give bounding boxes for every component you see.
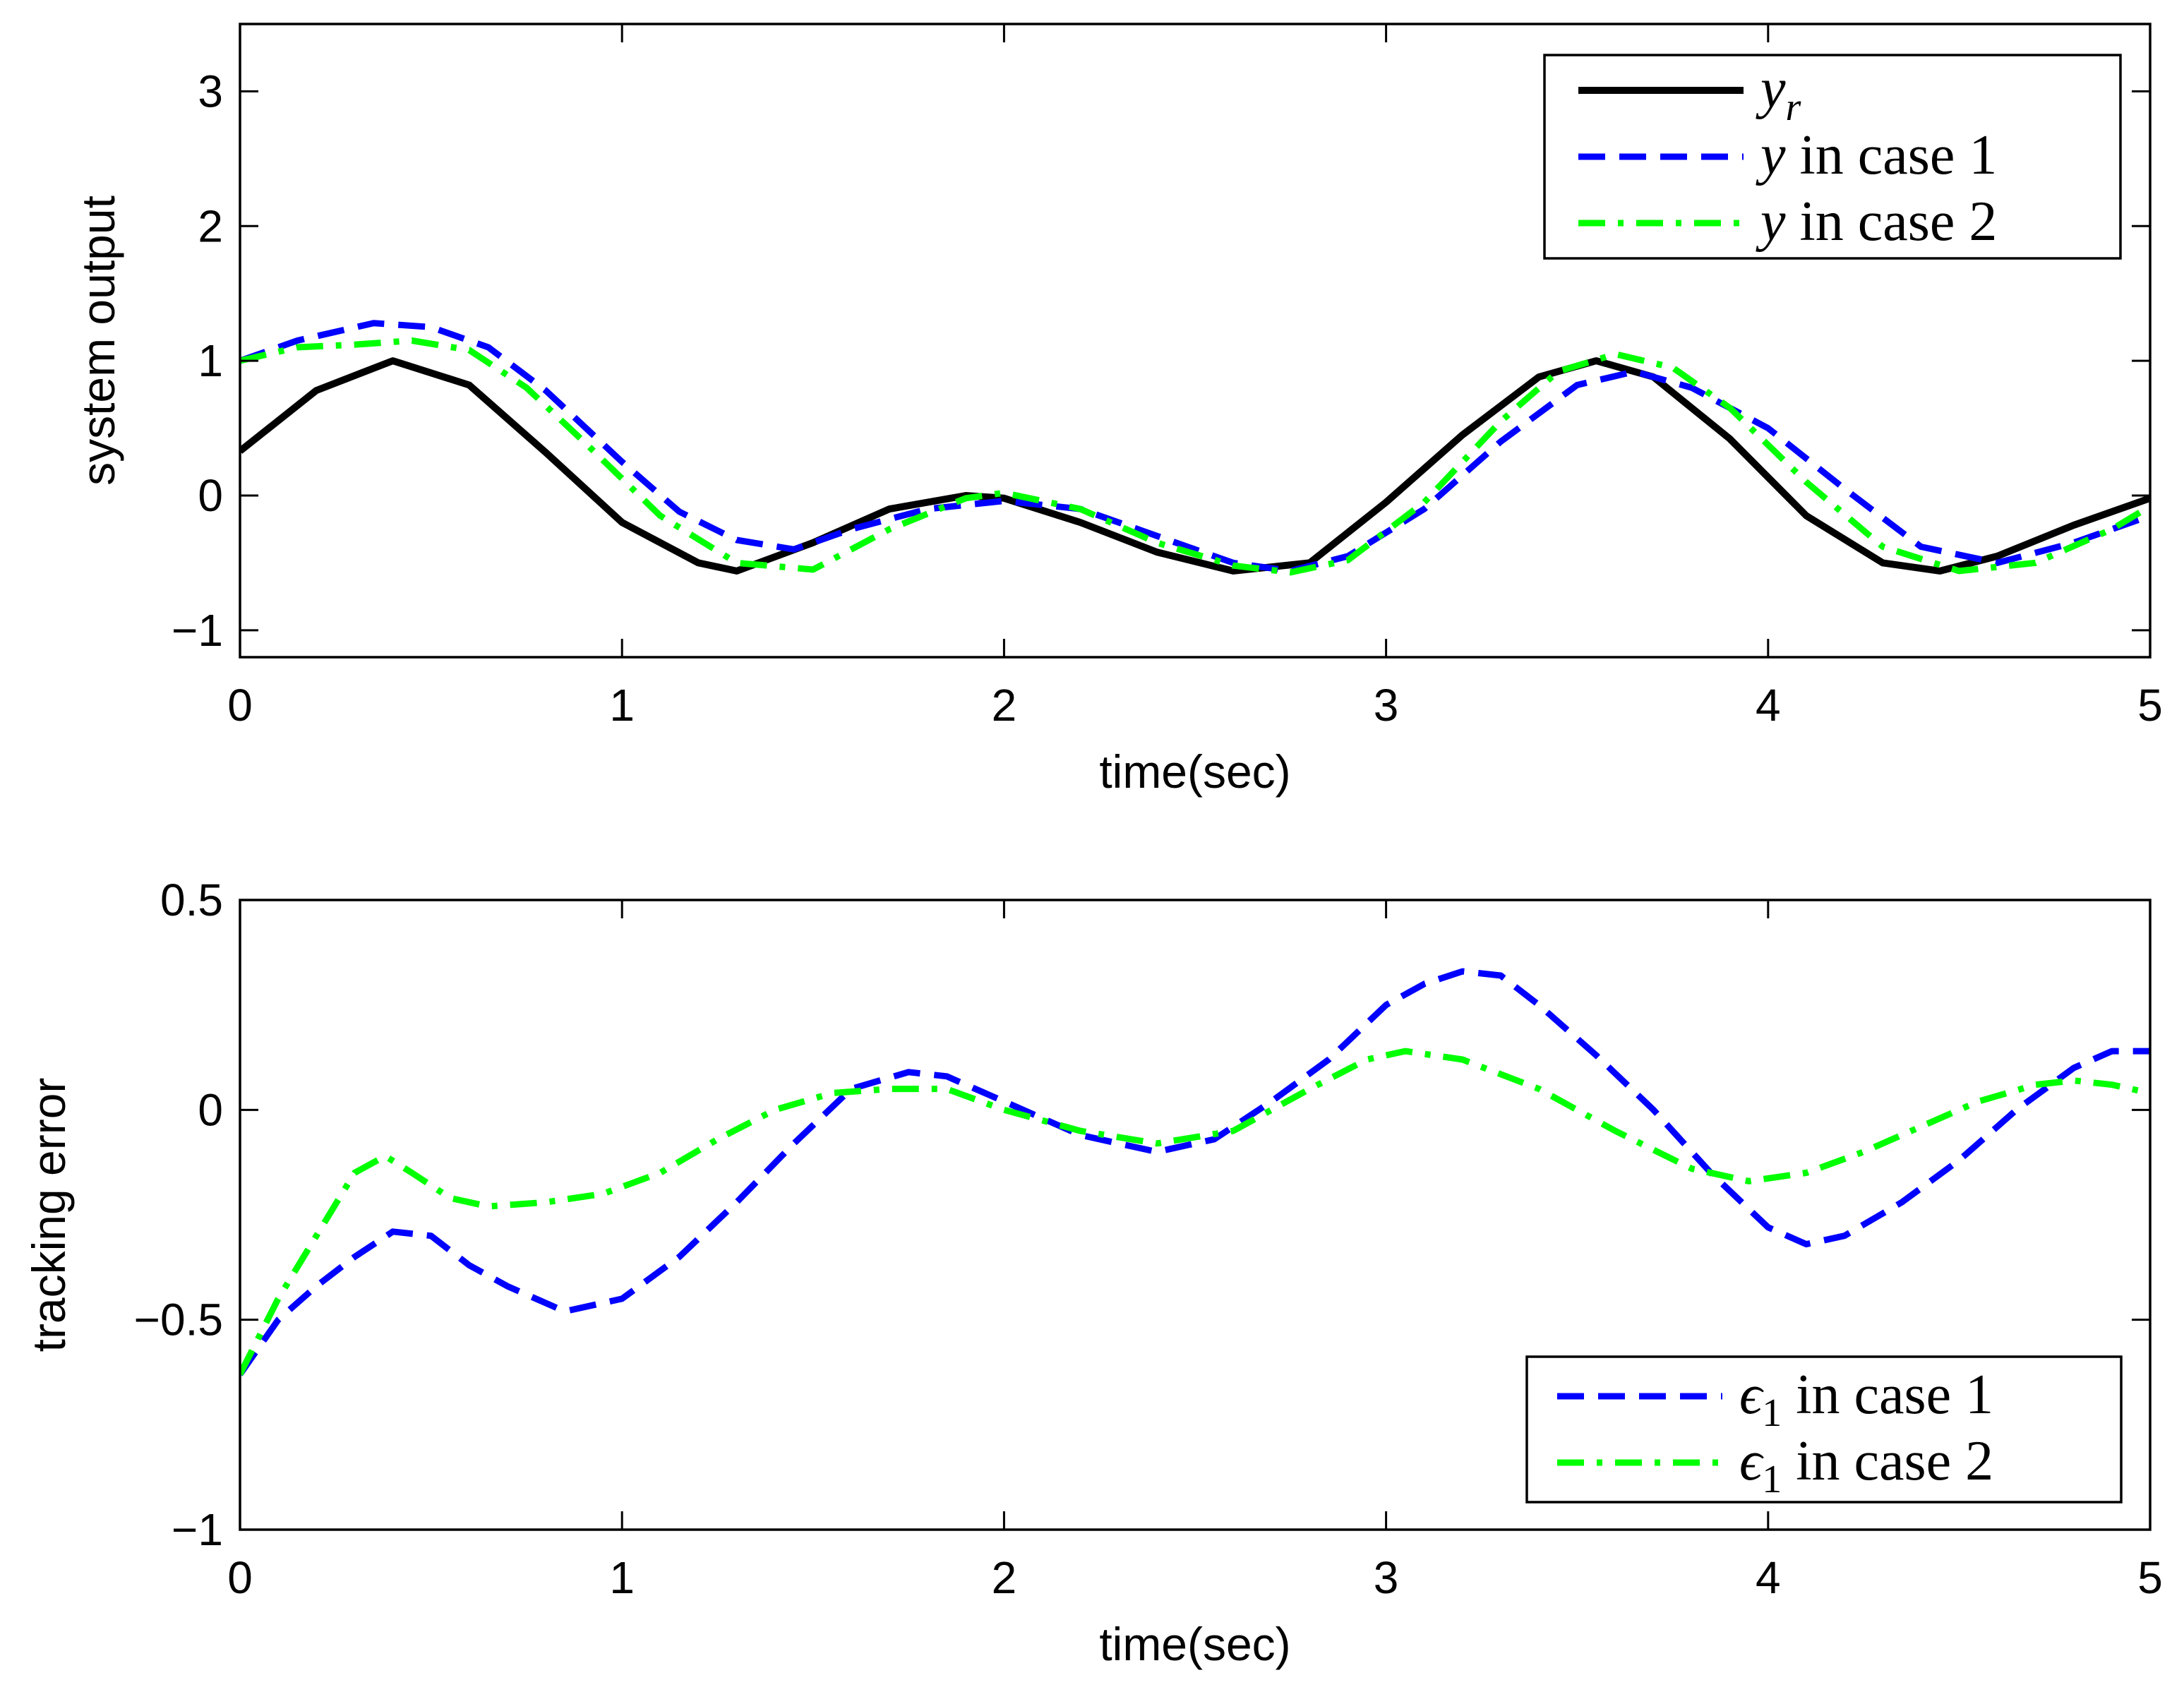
x-axis-label: time(sec) [1099, 1618, 1290, 1670]
legend-label-2-subscript: 1 [1762, 1458, 1782, 1501]
legend-label-1: yr [1756, 58, 1801, 129]
series-line-2 [240, 320, 2150, 575]
series-line-3 [240, 337, 2150, 576]
legend-label-1-subscript: r [1786, 85, 1801, 129]
x-tick-label: 2 [992, 680, 1017, 731]
x-tick-label: 4 [1756, 1552, 1781, 1603]
legend-label-1-symbol: y [1756, 58, 1786, 120]
legend-label-2-symbol: y [1756, 124, 1786, 186]
legend-label-2: y in case 1 [1756, 124, 1997, 186]
legend-label-3-symbol: y [1756, 191, 1786, 253]
y-tick-label: 0 [198, 1084, 223, 1135]
y-tick-label: 0.5 [160, 875, 223, 925]
y-tick-label: 2 [198, 200, 223, 251]
legend-label-2: ϵ1 in case 2 [1739, 1430, 1993, 1501]
legend-label-1: ϵ1 in case 1 [1739, 1364, 1993, 1435]
y-tick-label: 0 [198, 470, 223, 521]
x-tick-label: 5 [2137, 680, 2163, 731]
y-axis-label: tracking error [23, 1078, 75, 1352]
series-group [240, 968, 2150, 1376]
series-line-1 [240, 968, 2150, 1376]
legend-label-1-subscript: 1 [1762, 1391, 1782, 1435]
legend-label-2-suffix: in case 1 [1786, 124, 1998, 186]
x-axis-label: time(sec) [1099, 745, 1290, 798]
y-tick-label: −0.5 [134, 1295, 223, 1345]
x-tick-label: 0 [227, 1552, 253, 1603]
plot-frame [239, 23, 2152, 659]
legend-label-2-suffix: in case 2 [1782, 1430, 1993, 1492]
legend-label-1-suffix: in case 1 [1782, 1364, 1993, 1426]
plot-frame [239, 899, 2152, 1531]
y-tick-label: −1 [172, 1504, 223, 1555]
x-tick-label: 1 [609, 680, 635, 731]
legend-label-3-suffix: in case 2 [1786, 191, 1998, 253]
chart-panel-2: 0 1 2 3 4 5 −1 −0.5 0 0.5 time(sec) tracking error ϵ… [23, 875, 2163, 1670]
x-tick-label: 2 [992, 1552, 1017, 1603]
legend-box [1525, 1355, 2123, 1504]
x-tick-label: 3 [1374, 680, 1399, 731]
series-group [240, 320, 2150, 576]
legend-label-1-symbol: ϵ [1739, 1364, 1764, 1426]
x-tick-label: 0 [227, 680, 253, 731]
x-tick-label: 3 [1374, 1552, 1399, 1603]
legend-label-3: y in case 2 [1756, 191, 1997, 253]
y-tick-label: 1 [198, 335, 223, 386]
legend-label-2-symbol: ϵ [1739, 1430, 1764, 1492]
legend: ϵ1 in case 1ϵ1 in case 2 [1525, 1355, 2123, 1504]
series-line-2 [240, 1048, 2150, 1376]
y-tick-label: 3 [198, 66, 223, 116]
y-axis-label: system output [72, 196, 124, 486]
y-tick-label: −1 [172, 605, 223, 656]
series-line-1 [240, 357, 2150, 575]
legend: yry in case 1y in case 2 [1543, 54, 2122, 260]
x-tick-label: 5 [2137, 1552, 2163, 1603]
x-tick-label: 4 [1756, 680, 1781, 731]
x-tick-label: 1 [609, 1552, 635, 1603]
